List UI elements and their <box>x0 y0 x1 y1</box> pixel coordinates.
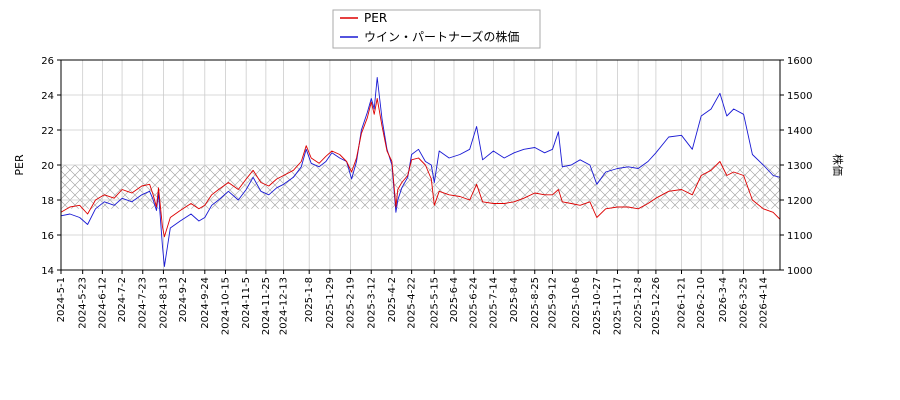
y-right-tick-label: 1100 <box>787 231 812 242</box>
x-tick-label: 2024-9-2 <box>178 277 189 322</box>
x-tick-label: 2025-1-29 <box>325 277 336 329</box>
legend-label-price: ウイン・パートナーズの株価 <box>364 29 519 44</box>
y-left-tick-label: 22 <box>41 126 54 137</box>
x-tick-label: 2024-10-15 <box>220 277 231 335</box>
y-left-tick-label: 18 <box>41 196 54 207</box>
y-left-tick-label: 14 <box>41 266 54 277</box>
x-tick-label: 2024-7-2 <box>117 277 128 322</box>
legend-box <box>332 9 541 49</box>
x-tick-label: 2025-6-4 <box>449 277 460 322</box>
y-axis-right: 1000 1100 1200 1300 1400 1500 1600 <box>780 56 812 277</box>
y-right-tick-label: 1500 <box>787 91 812 102</box>
y-axis-left: 14 16 18 20 22 24 26 <box>41 56 61 277</box>
x-tick-label: 2024-9-24 <box>200 277 211 329</box>
x-axis: 2024-5-1 2024-5-23 2024-6-12 2024-7-2 2024-7… <box>56 270 769 335</box>
y-left-tick-label: 24 <box>41 91 54 102</box>
y-right-tick-label: 1300 <box>787 161 812 172</box>
x-tick-label: 2024-11-5 <box>241 277 252 329</box>
x-tick-label: 2025-2-19 <box>346 277 357 329</box>
y-left-tick-label: 16 <box>41 231 54 242</box>
x-tick-label: 2025-11-17 <box>612 277 623 335</box>
x-tick-label: 2025-12-26 <box>651 277 662 335</box>
x-tick-label: 2024-5-23 <box>78 277 89 329</box>
legend: PER ウイン・パートナーズの株価 <box>332 9 541 49</box>
series-lines <box>61 77 780 267</box>
x-tick-label: 2024-8-13 <box>158 277 169 329</box>
x-tick-label: 2025-4-22 <box>407 277 418 329</box>
x-tick-label: 2025-6-24 <box>469 277 480 329</box>
y-right-tick-label: 1400 <box>787 126 812 137</box>
x-tick-label: 2025-8-4 <box>509 277 520 322</box>
x-tick-label: 2024-12-13 <box>279 277 290 335</box>
x-tick-label: 2025-7-14 <box>488 277 499 329</box>
x-tick-label: 2025-5-15 <box>429 277 440 329</box>
x-tick-label: 2025-3-12 <box>366 277 377 329</box>
x-tick-label: 2026-3-25 <box>739 277 750 329</box>
y-left-tick-label: 20 <box>41 161 54 172</box>
x-tick-label: 2026-4-14 <box>758 277 769 329</box>
x-tick-label: 2025-4-2 <box>387 277 398 322</box>
y-axis-left-label: PER <box>13 154 26 176</box>
legend-label-per: PER <box>364 11 387 25</box>
y-right-tick-label: 1200 <box>787 196 812 207</box>
chart-plot-area <box>60 59 781 271</box>
x-tick-label: 2025-10-6 <box>571 277 582 329</box>
x-tick-label: 2025-1-8 <box>304 277 315 322</box>
x-tick-label: 2025-12-8 <box>633 277 644 329</box>
y-left-tick-label: 26 <box>41 56 54 67</box>
x-tick-label: 2026-1-21 <box>677 277 688 329</box>
y-right-tick-label: 1000 <box>787 266 812 277</box>
x-tick-label: 2025-9-12 <box>547 277 558 329</box>
x-tick-label: 2024-7-23 <box>138 277 149 329</box>
series-line-per <box>61 98 780 238</box>
x-tick-label: 2025-8-25 <box>530 277 541 329</box>
x-tick-label: 2025-10-27 <box>592 277 603 335</box>
x-tick-label: 2026-3-4 <box>718 277 729 322</box>
x-tick-label: 2024-5-1 <box>56 277 67 322</box>
x-tick-label: 2026-2-10 <box>696 277 707 329</box>
y-axis-right-label: 株価 <box>831 154 845 176</box>
x-tick-label: 2024-6-12 <box>97 277 108 329</box>
x-tick-label: 2024-11-25 <box>261 277 272 335</box>
hatched-band <box>61 165 780 209</box>
y-right-tick-label: 1600 <box>787 56 812 67</box>
